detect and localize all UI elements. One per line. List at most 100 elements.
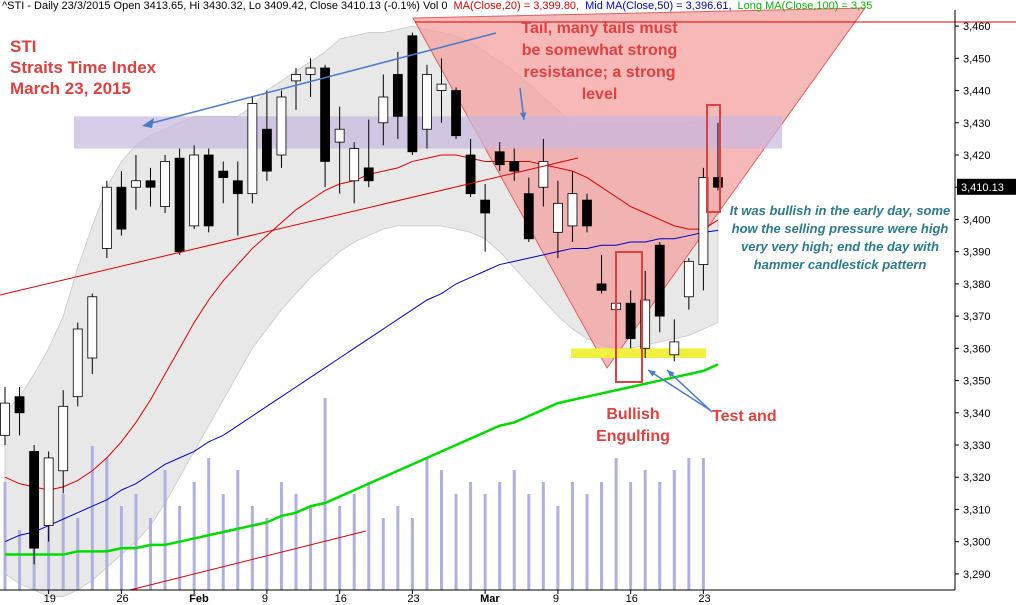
test-arrow-2 [666, 369, 713, 413]
candle-body [116, 186, 127, 230]
x-tick-label: 26 [116, 593, 128, 605]
y-tick-label: 3,310 [963, 504, 991, 516]
candle-body [334, 128, 345, 143]
y-tick-label: 3,460 [963, 21, 991, 33]
title-line2: Straits Time Index [10, 58, 157, 77]
candle-body [160, 161, 170, 207]
candle-body [261, 128, 272, 172]
candle-body [436, 83, 447, 91]
tail-arrow-head [519, 112, 527, 120]
markup-annotations [519, 87, 721, 413]
y-tick-label: 3,330 [963, 440, 991, 452]
red-trendline-lower [129, 530, 367, 591]
x-tick-label: 16 [626, 593, 638, 605]
ma100-line [5, 363, 719, 556]
highlight-box-engulfing [615, 251, 643, 383]
candle-body [218, 170, 229, 178]
candlesticks [0, 32, 723, 565]
y-tick-label: 3,350 [963, 376, 991, 388]
x-tick-label: 9 [553, 593, 559, 605]
candle-body [29, 451, 40, 549]
candle-body [43, 457, 54, 526]
candle-body [131, 180, 141, 188]
x-tick-label: Mar [480, 593, 500, 605]
title-line1: STI [10, 37, 37, 56]
ma20-readout: MA(Close,20) = 3,399.80, [453, 0, 580, 12]
candle-body [145, 180, 156, 188]
x-tick-label: 9 [262, 593, 268, 605]
red-trendline [0, 157, 579, 296]
last-price-box [957, 178, 1016, 195]
y-tick-label: 3,430 [963, 118, 991, 130]
x-tick-label: 23 [698, 593, 710, 605]
y-tick-label: 3,320 [963, 472, 991, 484]
candle-body [567, 193, 578, 227]
candle-body [58, 405, 69, 472]
highlight-box-hammer [706, 104, 721, 213]
candle-body [232, 180, 243, 195]
candle-body [407, 35, 418, 153]
candle-body [378, 96, 389, 124]
volume-bars [3, 398, 705, 590]
candle-body [87, 296, 98, 359]
candle-body [101, 186, 112, 249]
candle-body [553, 202, 563, 233]
axes: 3,290 3,300 3,310 3,320 3,330 3,340 3,350 3,360… [0, 10, 1016, 605]
candle-body [494, 151, 505, 166]
ma50-line [4, 229, 719, 543]
y-tick-label: 3,290 [963, 569, 991, 581]
y-tick-label: 3,390 [963, 247, 991, 259]
y-tick-label: 3,420 [963, 150, 991, 162]
candle-body [247, 103, 258, 195]
ma20-line [4, 154, 719, 491]
candle-body [392, 74, 403, 117]
candle-body [174, 157, 185, 253]
blue-arrow-head [142, 118, 154, 128]
resistance-triangle [412, 7, 866, 369]
candle-body [654, 244, 665, 317]
candle-body [14, 396, 25, 414]
moving-averages [4, 154, 719, 556]
support-level [571, 348, 706, 358]
candle-body [276, 96, 287, 156]
bullish-annotation: It was bullish in the early day, some ho… [729, 203, 951, 272]
candle-body [669, 341, 680, 356]
symbol-info: ^STI - Daily 23/3/2015 Open 3413.65, Hi … [2, 0, 448, 12]
y-tick-label: 3,370 [963, 311, 991, 323]
candle-body [538, 161, 549, 188]
blue-trend-arrow [147, 32, 497, 125]
x-tick-label: 19 [44, 593, 56, 605]
candle-body [451, 90, 461, 137]
ma100-readout: Long MA(Close,100) = 3,35 [737, 0, 873, 12]
x-tick-label: 16 [335, 593, 347, 605]
test-annotation: Test and [712, 408, 777, 425]
candle-body [713, 177, 723, 188]
test-arrow-2-head [667, 370, 675, 378]
ma50-readout: Mid MA(Close,50) = 3,396.61, [585, 0, 732, 12]
y-tick-label: 3,300 [963, 537, 991, 549]
y-tick-label: 3,450 [963, 53, 991, 65]
candle-body [683, 260, 694, 298]
candle-body [349, 148, 360, 182]
test-arrow-1-head [648, 370, 656, 377]
y-tick-label: 3,340 [963, 408, 991, 420]
candle-body [291, 74, 301, 82]
candle-body [509, 161, 520, 172]
y-tick-label: 3,360 [963, 343, 991, 355]
candle-body [72, 328, 83, 398]
candle-body [640, 299, 651, 349]
candle-body [189, 154, 200, 227]
candle-body [523, 193, 534, 240]
candle-body [465, 154, 476, 195]
x-tick-label: 23 [407, 593, 419, 605]
engulfing-annotation: Bullish Engulfing [596, 406, 670, 445]
chart-header: ^STI - Daily 23/3/2015 Open 3413.65, Hi … [2, 0, 878, 12]
last-price-label: 3,410.13 [961, 182, 1004, 194]
trendlines [0, 21, 1016, 591]
candle-body [480, 199, 491, 214]
y-tick-label: 3,440 [963, 86, 991, 98]
candle-body [0, 402, 10, 436]
x-tick-label: Feb [189, 593, 209, 605]
candle-body [305, 67, 316, 75]
